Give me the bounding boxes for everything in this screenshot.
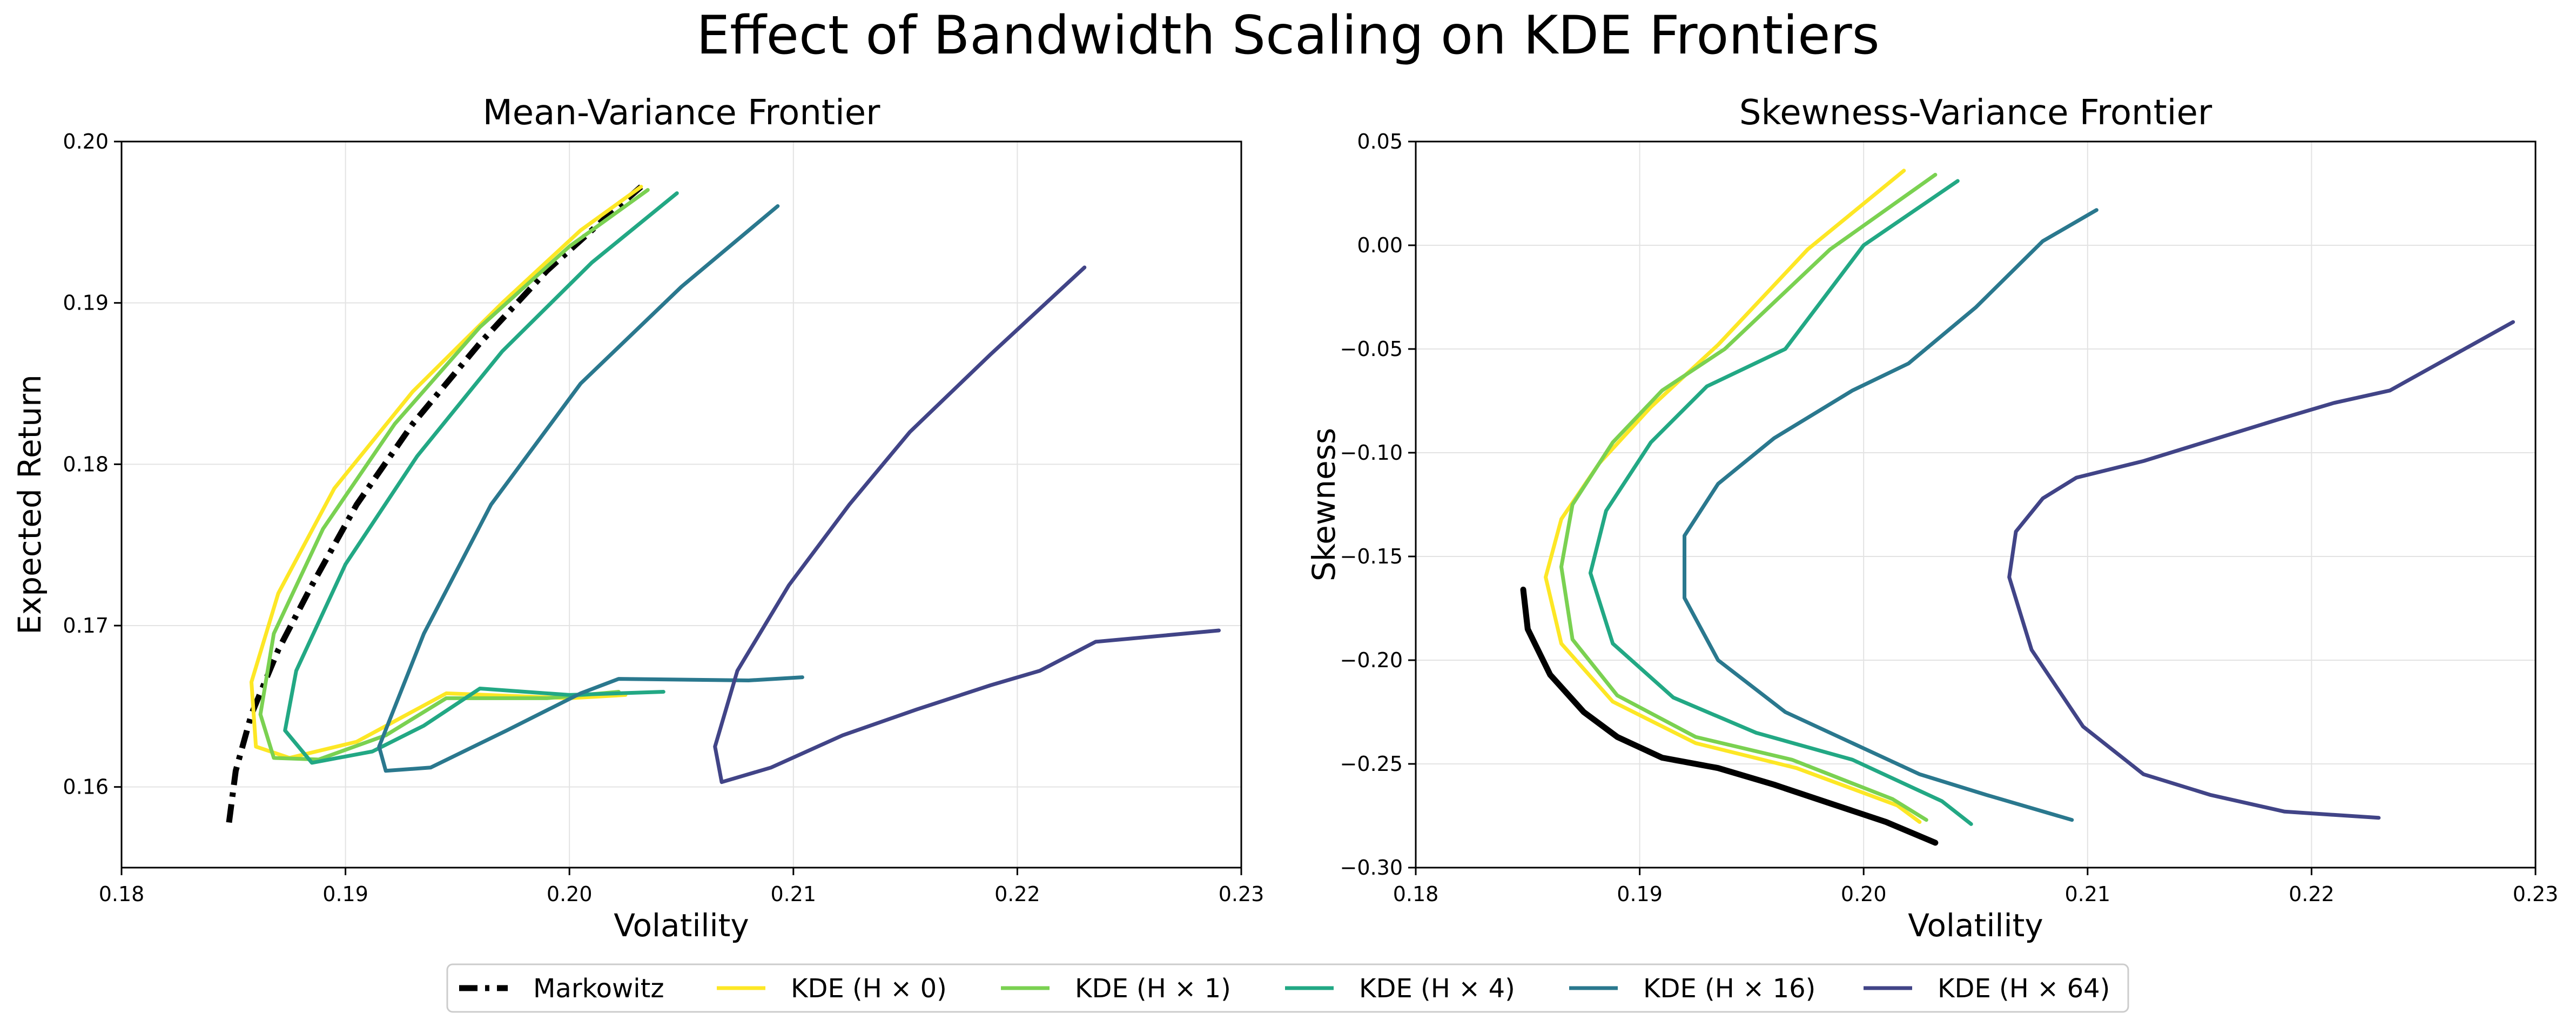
skewness-variance-y-tick-label: −0.10 xyxy=(1340,441,1403,465)
mean-variance-title: Mean-Variance Frontier xyxy=(483,93,881,133)
mean-variance-x-tick-label: 0.19 xyxy=(322,882,368,906)
skewness-variance-series-3 xyxy=(1588,179,1973,826)
mean-variance-x-tick-label: 0.21 xyxy=(770,882,816,906)
skewness-variance-title: Skewness-Variance Frontier xyxy=(1739,93,2212,133)
legend-label-2: KDE (H × 1) xyxy=(1075,974,1231,1004)
mean-variance-x-tick-label: 0.20 xyxy=(547,882,593,906)
skewness-variance-y-tick-label: 0.00 xyxy=(1357,233,1403,257)
skewness-variance-series-5 xyxy=(2007,320,2515,820)
skewness-variance-series-0 xyxy=(1520,586,1939,846)
mean-variance-y-tick-label: 0.17 xyxy=(63,614,109,637)
mean-variance-x-tick-label: 0.23 xyxy=(1219,882,1265,906)
mean-variance-series-0 xyxy=(226,184,643,823)
skewness-variance-axes-frame xyxy=(1415,140,2537,869)
skewness-variance-series-1 xyxy=(1544,169,1922,824)
mean-variance-x-axis-label: Volatility xyxy=(614,907,749,944)
mean-variance-y-tick-label: 0.16 xyxy=(63,775,109,799)
mean-variance-y-axis-label: Expected Return xyxy=(11,374,48,635)
legend-label-4: KDE (H × 16) xyxy=(1643,974,1815,1004)
mean-variance-x-tick-label: 0.22 xyxy=(994,882,1040,906)
skewness-variance-panel: 0.18 0.19 0.20 0.21 0.22 0.23 −0.30 −0.25 −0.20 −… xyxy=(1306,93,2558,944)
skewness-variance-y-tick-label: 0.05 xyxy=(1357,130,1403,153)
legend: Markowitz KDE (H × 0) KDE (H × 1) KDE (H × … xyxy=(446,963,2129,1013)
skewness-variance-x-tick-label: 0.18 xyxy=(1393,882,1439,906)
mean-variance-x-tick-label: 0.18 xyxy=(99,882,145,906)
mean-variance-series-3 xyxy=(283,191,679,765)
skewness-variance-y-tick-label: −0.30 xyxy=(1340,856,1403,880)
skewness-variance-x-tick-label: 0.21 xyxy=(2064,882,2110,906)
skewness-variance-x-tick-label: 0.23 xyxy=(2513,882,2559,906)
legend-label-0: Markowitz xyxy=(533,974,664,1004)
mean-variance-y-tick-label: 0.19 xyxy=(63,291,109,315)
mean-variance-axes-frame xyxy=(120,140,1242,869)
mean-variance-series-1 xyxy=(250,185,643,760)
legend-label-3: KDE (H × 4) xyxy=(1359,974,1515,1004)
mean-variance-panel: 0.18 0.19 0.20 0.21 0.22 0.23 0.16 0.17 0.18 0.19… xyxy=(11,93,1264,944)
skewness-variance-series-2 xyxy=(1559,172,1938,822)
mean-variance-y-tick-label: 0.20 xyxy=(63,130,109,153)
mean-variance-series-2 xyxy=(258,188,650,762)
mean-variance-y-tick-label: 0.18 xyxy=(63,452,109,476)
skewness-variance-y-tick-label: −0.05 xyxy=(1340,337,1403,361)
skewness-variance-series-4 xyxy=(1683,208,2099,822)
legend-label-1: KDE (H × 0) xyxy=(791,974,947,1004)
skewness-variance-y-tick-label: −0.20 xyxy=(1340,648,1403,672)
legend-label-5: KDE (H × 64) xyxy=(1938,974,2110,1004)
skewness-variance-x-tick-label: 0.22 xyxy=(2289,882,2335,906)
mean-variance-series-5 xyxy=(713,265,1221,784)
skewness-variance-x-tick-label: 0.19 xyxy=(1617,882,1663,906)
skewness-variance-x-axis-label: Volatility xyxy=(1908,907,2043,944)
mean-variance-series-4 xyxy=(377,204,804,773)
skewness-variance-x-tick-label: 0.20 xyxy=(1841,882,1887,906)
skewness-variance-y-tick-label: −0.15 xyxy=(1340,545,1403,568)
skewness-variance-y-tick-label: −0.25 xyxy=(1340,752,1403,776)
skewness-variance-y-axis-label: Skewness xyxy=(1306,428,1342,581)
page-title: Effect of Bandwidth Scaling on KDE Front… xyxy=(696,5,1880,66)
